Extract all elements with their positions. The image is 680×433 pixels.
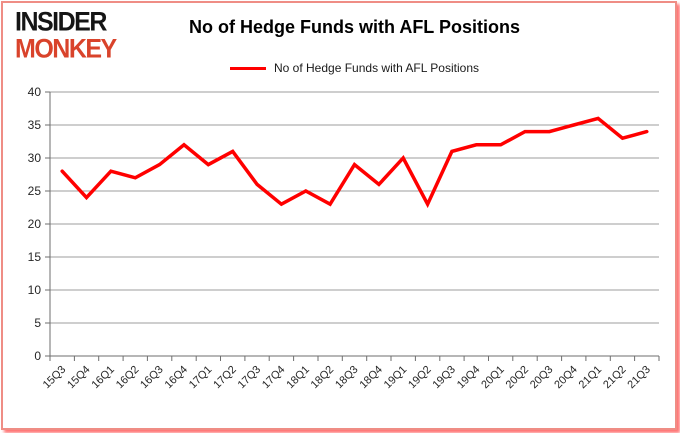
- x-tick-label: 19Q1: [382, 364, 410, 392]
- series-line: [60, 116, 649, 209]
- x-tick-label: 17Q3: [236, 364, 264, 392]
- y-tick-label: 40: [28, 85, 42, 99]
- x-tick-label: 21Q2: [601, 364, 629, 392]
- y-tick-label: 25: [28, 184, 42, 198]
- x-tick-label: 19Q4: [455, 364, 483, 392]
- x-tick-label: 16Q1: [89, 364, 117, 392]
- x-tick-label: 17Q4: [260, 364, 288, 392]
- x-tick-label: 17Q2: [211, 364, 239, 392]
- x-tick-label: 18Q3: [333, 364, 361, 392]
- x-tick-label: 19Q3: [430, 364, 458, 392]
- y-tick-label: 0: [34, 349, 41, 363]
- x-tick-label: 15Q3: [41, 364, 69, 392]
- x-tick-label: 20Q3: [528, 364, 556, 392]
- y-tick-label: 5: [34, 316, 41, 330]
- logo-text-insider: INSIDER: [15, 6, 107, 38]
- x-tick-label: 18Q1: [284, 364, 312, 392]
- x-tick-label: 16Q3: [138, 364, 166, 392]
- x-tick-label: 15Q4: [65, 364, 93, 392]
- legend-label: No of Hedge Funds with AFL Positions: [274, 61, 479, 75]
- x-tick-label: 16Q4: [163, 364, 191, 392]
- line-chart: 0 5 10 15 20 25 30 35 40 15Q315Q416Q116Q216Q316Q4…: [28, 85, 660, 392]
- y-tick-label: 35: [28, 118, 42, 132]
- x-tick-label: 17Q1: [187, 364, 215, 392]
- x-tick-label: 20Q2: [504, 364, 532, 392]
- y-tick-label: 30: [28, 151, 42, 165]
- chart-title: No of Hedge Funds with AFL Positions: [189, 17, 520, 37]
- logo-text-monkey: MONKEY: [15, 33, 117, 65]
- x-tick-label: 16Q2: [114, 364, 142, 392]
- x-tick-label: 21Q3: [625, 364, 653, 392]
- y-tick-label: 15: [28, 250, 42, 264]
- x-tick-label: 21Q1: [577, 364, 605, 392]
- x-tick-label: 18Q2: [309, 364, 337, 392]
- legend-line-swatch: [230, 66, 266, 70]
- x-tick-label: 20Q4: [552, 364, 580, 392]
- x-tick-label: 18Q4: [357, 364, 385, 392]
- legend: No of Hedge Funds with AFL Positions: [50, 61, 659, 75]
- x-tick-label: 19Q2: [406, 364, 434, 392]
- y-tick-label: 10: [28, 283, 42, 297]
- x-tick-label: 20Q1: [479, 364, 507, 392]
- insider-monkey-logo: INSIDER MONKEY: [15, 6, 117, 65]
- y-tick-label: 20: [28, 217, 42, 231]
